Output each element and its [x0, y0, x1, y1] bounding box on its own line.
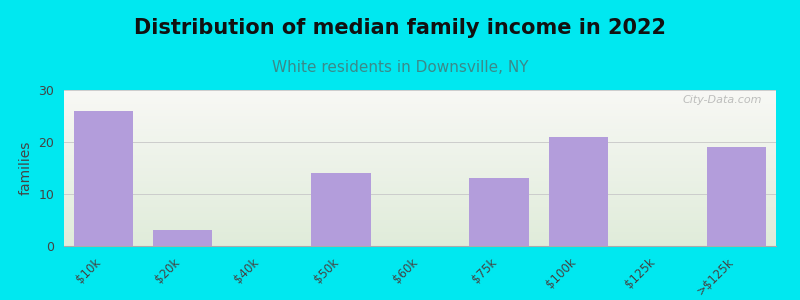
Bar [549, 137, 608, 246]
Bar [153, 230, 212, 246]
Bar [74, 111, 134, 246]
Bar [706, 147, 766, 246]
Bar [311, 173, 370, 246]
Y-axis label: families: families [19, 141, 33, 195]
Text: Distribution of median family income in 2022: Distribution of median family income in … [134, 18, 666, 38]
Text: White residents in Downsville, NY: White residents in Downsville, NY [272, 60, 528, 75]
Text: City-Data.com: City-Data.com [682, 95, 762, 105]
Bar [470, 178, 529, 246]
